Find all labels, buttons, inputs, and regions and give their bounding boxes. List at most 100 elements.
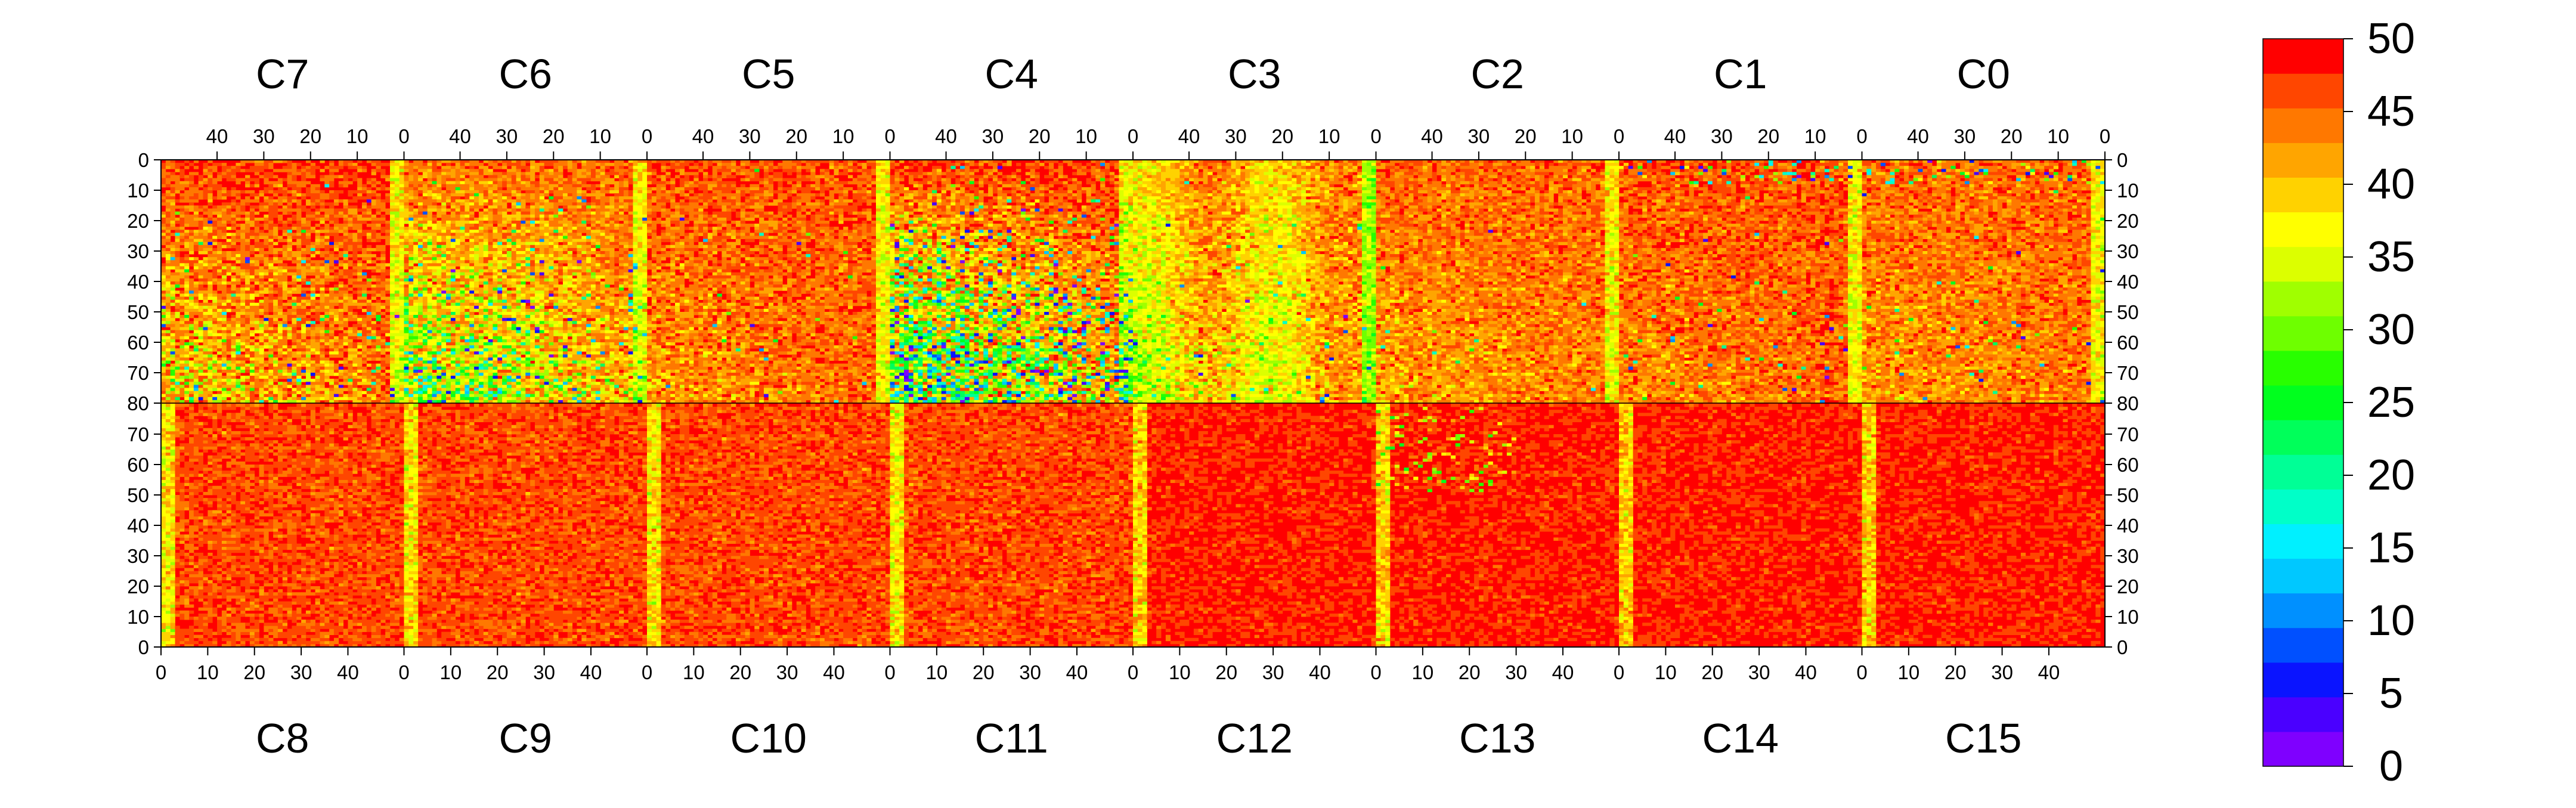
heatmap-cell	[367, 281, 371, 285]
heatmap-cell	[236, 278, 240, 282]
heatmap-cell	[352, 248, 357, 252]
heatmap-cell	[240, 260, 245, 264]
heatmap-cell	[400, 190, 404, 194]
heatmap-cell	[222, 284, 227, 288]
heatmap-cell	[436, 206, 441, 209]
heatmap-cell	[203, 321, 208, 324]
heatmap-cell	[324, 364, 329, 367]
heatmap-cell	[217, 315, 222, 318]
heatmap-cell	[259, 382, 264, 385]
heatmap-cell	[203, 397, 208, 401]
heatmap-cell	[212, 184, 217, 188]
heatmap-cell	[306, 297, 311, 301]
heatmap-cell	[446, 187, 451, 191]
heatmap-cell	[357, 394, 362, 398]
heatmap-cell	[502, 190, 507, 194]
heatmap-cell	[367, 251, 371, 255]
heatmap-cell	[161, 297, 166, 301]
heatmap-cell	[161, 367, 166, 370]
heatmap-cell	[194, 245, 199, 249]
heatmap-cell	[367, 358, 371, 361]
heatmap-cell	[352, 367, 357, 370]
heatmap-cell	[222, 354, 227, 358]
heatmap-cell	[329, 297, 334, 301]
heatmap-cell	[268, 224, 273, 227]
heatmap-cell	[329, 166, 334, 169]
heatmap-cell	[465, 184, 469, 188]
heatmap-cell	[287, 175, 292, 179]
heatmap-cell	[544, 202, 549, 206]
heatmap-cell	[264, 163, 268, 166]
heatmap-cell	[283, 212, 287, 215]
heatmap-cell	[296, 187, 301, 191]
heatmap-cell	[456, 187, 460, 191]
heatmap-cell	[311, 212, 315, 215]
heatmap-cell	[227, 263, 231, 267]
heatmap-cell	[400, 361, 404, 364]
heatmap-cell	[268, 209, 273, 212]
heatmap-cell	[166, 367, 171, 370]
heatmap-cell	[199, 260, 203, 264]
heatmap-cell	[222, 218, 227, 221]
heatmap-cell	[222, 278, 227, 282]
heatmap-cell	[334, 345, 339, 349]
heatmap-cell	[436, 169, 441, 172]
heatmap-cell	[395, 358, 400, 361]
heatmap-cell	[371, 345, 376, 349]
heatmap-cell	[628, 181, 633, 185]
heatmap-cell	[371, 169, 376, 172]
heatmap-cell	[469, 199, 474, 203]
heatmap-cell	[352, 303, 357, 307]
heatmap-cell	[512, 172, 516, 175]
heatmap-cell	[203, 376, 208, 379]
heatmap-cell	[240, 385, 245, 388]
heatmap-cell	[296, 190, 301, 194]
heatmap-cell	[278, 324, 283, 327]
heatmap-cell	[301, 315, 306, 318]
heatmap-cell	[348, 333, 352, 337]
heatmap-cell	[278, 199, 283, 203]
heatmap-cell	[311, 242, 315, 246]
heatmap-cell	[315, 263, 320, 267]
heatmap-cell	[390, 278, 395, 282]
heatmap-cell	[352, 330, 357, 334]
heatmap-cell	[161, 376, 166, 379]
heatmap-cell	[222, 221, 227, 224]
heatmap-cell	[175, 221, 180, 224]
heatmap-cell	[306, 209, 311, 212]
heatmap-cell	[283, 339, 287, 343]
heatmap-cell	[400, 281, 404, 285]
heatmap-cell	[320, 193, 324, 197]
heatmap-cell	[245, 333, 250, 337]
heatmap-cell	[544, 163, 549, 166]
heatmap-cell	[222, 385, 227, 388]
heatmap-cell	[250, 184, 255, 188]
heatmap-cell	[227, 175, 231, 179]
heatmap-cell	[376, 278, 380, 282]
heatmap-cell	[296, 385, 301, 388]
heatmap-cell	[194, 306, 199, 309]
heatmap-cell	[212, 364, 217, 367]
heatmap-cell	[371, 267, 376, 270]
heatmap-cell	[334, 397, 339, 401]
heatmap-cell	[264, 175, 268, 179]
heatmap-cell	[217, 236, 222, 240]
heatmap-cell	[250, 193, 255, 197]
heatmap-cell	[380, 267, 385, 270]
heatmap-cell	[250, 275, 255, 279]
heatmap-cell	[255, 303, 259, 307]
heatmap-cell	[352, 358, 357, 361]
heatmap-cell	[413, 169, 418, 172]
heatmap-cell	[255, 270, 259, 273]
heatmap-cell	[245, 324, 250, 327]
heatmap-cell	[236, 233, 240, 236]
heatmap-cell	[264, 260, 268, 264]
heatmap-cell	[184, 324, 189, 327]
heatmap-cell	[311, 351, 315, 355]
heatmap-cell	[395, 215, 400, 218]
heatmap-cell	[484, 199, 488, 203]
heatmap-cell	[395, 303, 400, 307]
heatmap-cell	[208, 248, 212, 252]
heatmap-cell	[400, 257, 404, 261]
heatmap-cell	[324, 358, 329, 361]
